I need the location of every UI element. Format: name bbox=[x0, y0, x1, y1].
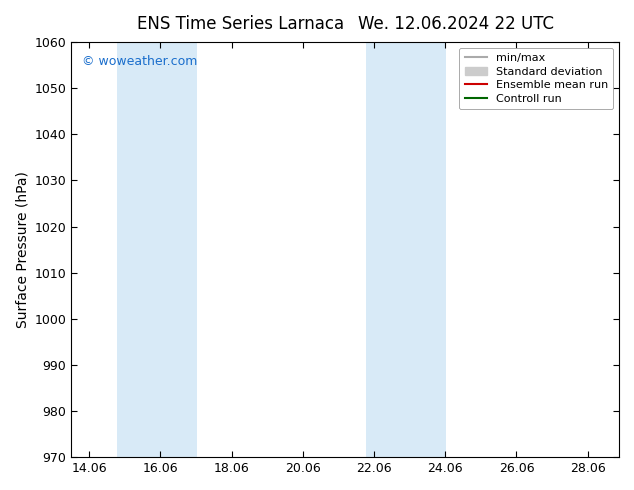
Text: We. 12.06.2024 22 UTC: We. 12.06.2024 22 UTC bbox=[358, 15, 555, 33]
Bar bbox=[117, 42, 197, 457]
Bar bbox=[366, 42, 446, 457]
Text: ENS Time Series Larnaca: ENS Time Series Larnaca bbox=[138, 15, 344, 33]
Text: © woweather.com: © woweather.com bbox=[82, 54, 198, 68]
Y-axis label: Surface Pressure (hPa): Surface Pressure (hPa) bbox=[15, 171, 29, 328]
Legend: min/max, Standard deviation, Ensemble mean run, Controll run: min/max, Standard deviation, Ensemble me… bbox=[459, 48, 614, 109]
